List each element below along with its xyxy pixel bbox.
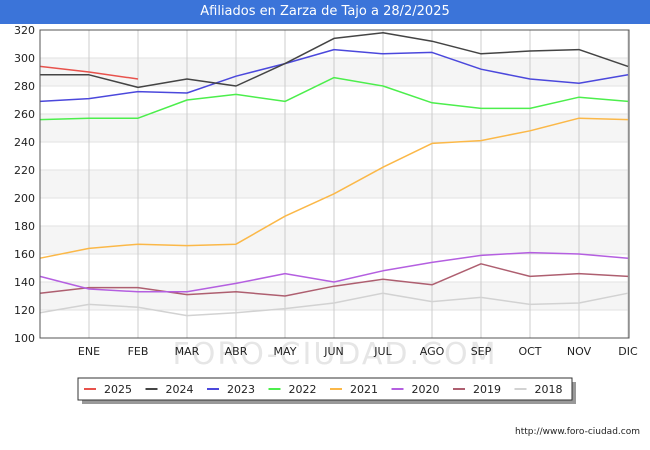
x-axis-tick-labels: ENE FEB MAR ABR MAY JUN JUL AGO SEP OCT NOV DIC xyxy=(78,345,638,358)
legend-label-2023: 2023 xyxy=(227,383,255,396)
series-line-2021 xyxy=(39,117,629,259)
x-tick-label: DIC xyxy=(618,345,638,358)
x-tick-label: AGO xyxy=(420,345,445,358)
y-tick-label: 120 xyxy=(14,304,35,317)
series-line-2022 xyxy=(39,76,629,121)
series-line-2024 xyxy=(40,32,629,89)
legend-label-2018: 2018 xyxy=(535,383,563,396)
y-tick-label: 200 xyxy=(14,192,35,205)
series-line-2018 xyxy=(39,292,629,317)
series-lines xyxy=(39,32,629,317)
plot-frame xyxy=(39,29,630,339)
y-tick-label: 240 xyxy=(14,136,35,149)
y-tick-label: 180 xyxy=(14,220,35,233)
legend-box xyxy=(77,377,573,401)
series-line-2020 xyxy=(39,251,629,293)
x-tick-label: MAY xyxy=(274,345,297,358)
legend-label-2025: 2025 xyxy=(104,383,132,396)
y-tick-label: 300 xyxy=(14,52,35,65)
y-tick-label: 160 xyxy=(14,248,35,261)
chart-title: Afiliados en Zarza de Tajo a 28/2/2025 xyxy=(0,0,650,24)
x-tick-label: ENE xyxy=(78,345,100,358)
x-tick-label: JUN xyxy=(323,345,344,358)
x-tick-label: OCT xyxy=(518,345,541,358)
x-tick-label: MAR xyxy=(175,345,200,358)
legend-label-2024: 2024 xyxy=(166,383,194,396)
x-tick-label: JUL xyxy=(373,345,392,358)
x-tick-label: SEP xyxy=(471,345,492,358)
series-line-2019 xyxy=(39,263,629,297)
y-tick-label: 140 xyxy=(14,276,35,289)
legend-label-2022: 2022 xyxy=(289,383,317,396)
y-tick-label: 260 xyxy=(14,108,35,121)
x-tick-label: FEB xyxy=(128,345,149,358)
legend-label-2019: 2019 xyxy=(473,383,501,396)
legend-label-2021: 2021 xyxy=(350,383,378,396)
series-line-2025 xyxy=(39,65,139,80)
y-tick-label: 220 xyxy=(14,164,35,177)
x-tick-label: ABR xyxy=(225,345,248,358)
watermark: FORO-CIUDAD.COM xyxy=(173,337,498,372)
y-tick-label: 320 xyxy=(14,24,35,37)
legend-label-2020: 2020 xyxy=(412,383,440,396)
y-tick-label: 100 xyxy=(14,332,35,345)
y-axis-tick-labels: 100 120 140 160 180 200 220 240 260 280 300 320 xyxy=(14,24,35,345)
series-line-2023 xyxy=(39,48,629,103)
source-credit: http://www.foro-ciudad.com xyxy=(515,427,640,437)
x-tick-label: NOV xyxy=(567,345,592,358)
legend: 2025 2024 2023 2022 2021 2020 2019 2018 xyxy=(77,377,576,404)
y-tick-label: 280 xyxy=(14,80,35,93)
